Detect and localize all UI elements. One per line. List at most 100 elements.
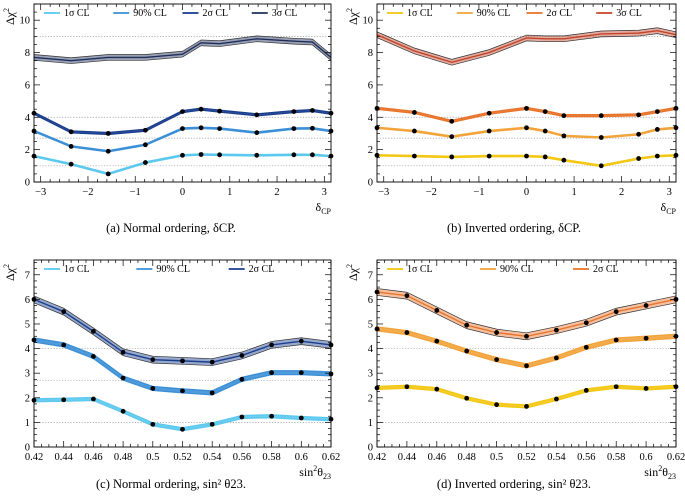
- y-tick-label: 7: [368, 270, 373, 281]
- data-point: [254, 130, 260, 136]
- data-point: [524, 363, 529, 369]
- y-tick-label: 2: [368, 145, 373, 156]
- y-tick-label: 1: [25, 418, 30, 429]
- data-point: [524, 404, 529, 409]
- panel-a: 0 2 4 6 8 10 −3 −2 −1 0 1 2 3 Δχ2 δCP 1σ CL 90% CL 2σ CL 3…: [2, 3, 334, 216]
- data-point: [494, 402, 499, 408]
- data-point: [464, 395, 470, 401]
- data-point: [180, 358, 185, 364]
- x-tick-label: −3: [35, 187, 46, 198]
- data-point: [542, 154, 548, 160]
- data-point: [411, 153, 417, 159]
- y-axis-label: Δχ2: [345, 8, 360, 25]
- series-line-3: [376, 108, 677, 123]
- x-axis-label: δCP: [316, 200, 332, 216]
- y-axis-label: Δχ2: [2, 8, 17, 25]
- y-tick-label: 6: [368, 295, 373, 306]
- data-point: [198, 152, 204, 157]
- data-point: [291, 109, 297, 115]
- data-point: [554, 327, 559, 333]
- data-point: [180, 426, 185, 432]
- legend-label: 1σ CL: [407, 264, 433, 275]
- data-point: [524, 105, 529, 111]
- x-axis-label: δCP: [661, 200, 677, 216]
- data-point: [198, 106, 204, 112]
- y-tick-label: 0: [25, 443, 30, 454]
- data-point: [464, 348, 470, 354]
- caption-a: (a) Normal ordering, δCP.: [106, 221, 236, 235]
- data-point: [486, 110, 492, 116]
- y-tick-label: 6: [368, 80, 373, 91]
- data-point: [142, 142, 148, 148]
- data-point: [643, 335, 649, 341]
- y-tick-label: 5: [25, 319, 30, 330]
- data-point: [105, 131, 111, 136]
- data-point: [494, 357, 499, 363]
- legend-label: 2σ CL: [547, 8, 573, 19]
- data-point: [542, 109, 548, 115]
- data-point: [404, 293, 410, 299]
- data-point: [542, 128, 548, 134]
- series-line-3: [33, 302, 332, 366]
- x-tick-label: 0.52: [173, 452, 191, 463]
- y-tick-label: 4: [25, 113, 31, 124]
- series-band-4: [34, 35, 331, 64]
- x-tick-label: 0.44: [55, 452, 74, 463]
- data-point: [613, 384, 619, 390]
- data-point: [91, 354, 96, 359]
- x-tick-label: 0.62: [322, 452, 340, 463]
- data-point: [449, 118, 455, 124]
- data-point: [209, 390, 215, 396]
- series-line-1: [33, 396, 332, 429]
- data-point: [217, 126, 223, 131]
- legend-label: 3σ CL: [616, 8, 642, 19]
- legend-label: 1σ CL: [64, 8, 90, 19]
- data-point: [91, 396, 96, 402]
- data-point: [524, 153, 529, 159]
- data-point: [494, 330, 499, 335]
- series-line-3: [376, 295, 677, 341]
- y-tick-label: 4: [368, 344, 374, 355]
- series-line-3: [376, 291, 677, 337]
- x-tick-label: 0.44: [398, 452, 417, 463]
- x-axis-label: sin2θ23: [644, 464, 676, 481]
- x-tick-label: 0.56: [577, 452, 595, 463]
- caption-b: (b) Inverted ordering, δCP.: [447, 221, 581, 235]
- y-tick-label: 7: [25, 270, 30, 281]
- series-line-3: [376, 288, 677, 334]
- x-tick-label: 0: [180, 187, 185, 198]
- data-point: [561, 133, 567, 139]
- legend-label: 3σ CL: [272, 8, 298, 19]
- data-point: [91, 328, 96, 334]
- data-point: [254, 112, 260, 118]
- legend-label: 2σ CL: [203, 8, 229, 19]
- data-point: [636, 156, 642, 161]
- y-tick-label: 6: [25, 80, 30, 91]
- series-line-4: [33, 41, 332, 64]
- data-point: [613, 309, 619, 315]
- data-point: [654, 109, 660, 115]
- data-point: [449, 154, 455, 160]
- x-tick-label: 0.5: [490, 452, 503, 463]
- data-point: [583, 344, 589, 350]
- x-tick-label: 0.6: [295, 452, 308, 463]
- legend-label: 2σ CL: [593, 264, 619, 275]
- data-point: [464, 322, 470, 328]
- series-line-3: [33, 295, 332, 360]
- data-point: [239, 376, 245, 382]
- series-line-2: [376, 326, 677, 365]
- data-point: [298, 415, 304, 421]
- x-tick-label: −2: [82, 187, 93, 198]
- data-point: [217, 152, 223, 158]
- x-tick-label: 2: [619, 187, 624, 198]
- y-tick-label: 1: [368, 418, 373, 429]
- data-point: [613, 337, 619, 343]
- x-tick-label: 0.42: [368, 452, 386, 463]
- data-point: [298, 338, 304, 344]
- series-line-4: [33, 35, 332, 59]
- data-point: [105, 148, 111, 154]
- y-tick-label: 0: [368, 443, 373, 454]
- data-point: [142, 127, 148, 133]
- x-tick-label: 0.46: [84, 452, 102, 463]
